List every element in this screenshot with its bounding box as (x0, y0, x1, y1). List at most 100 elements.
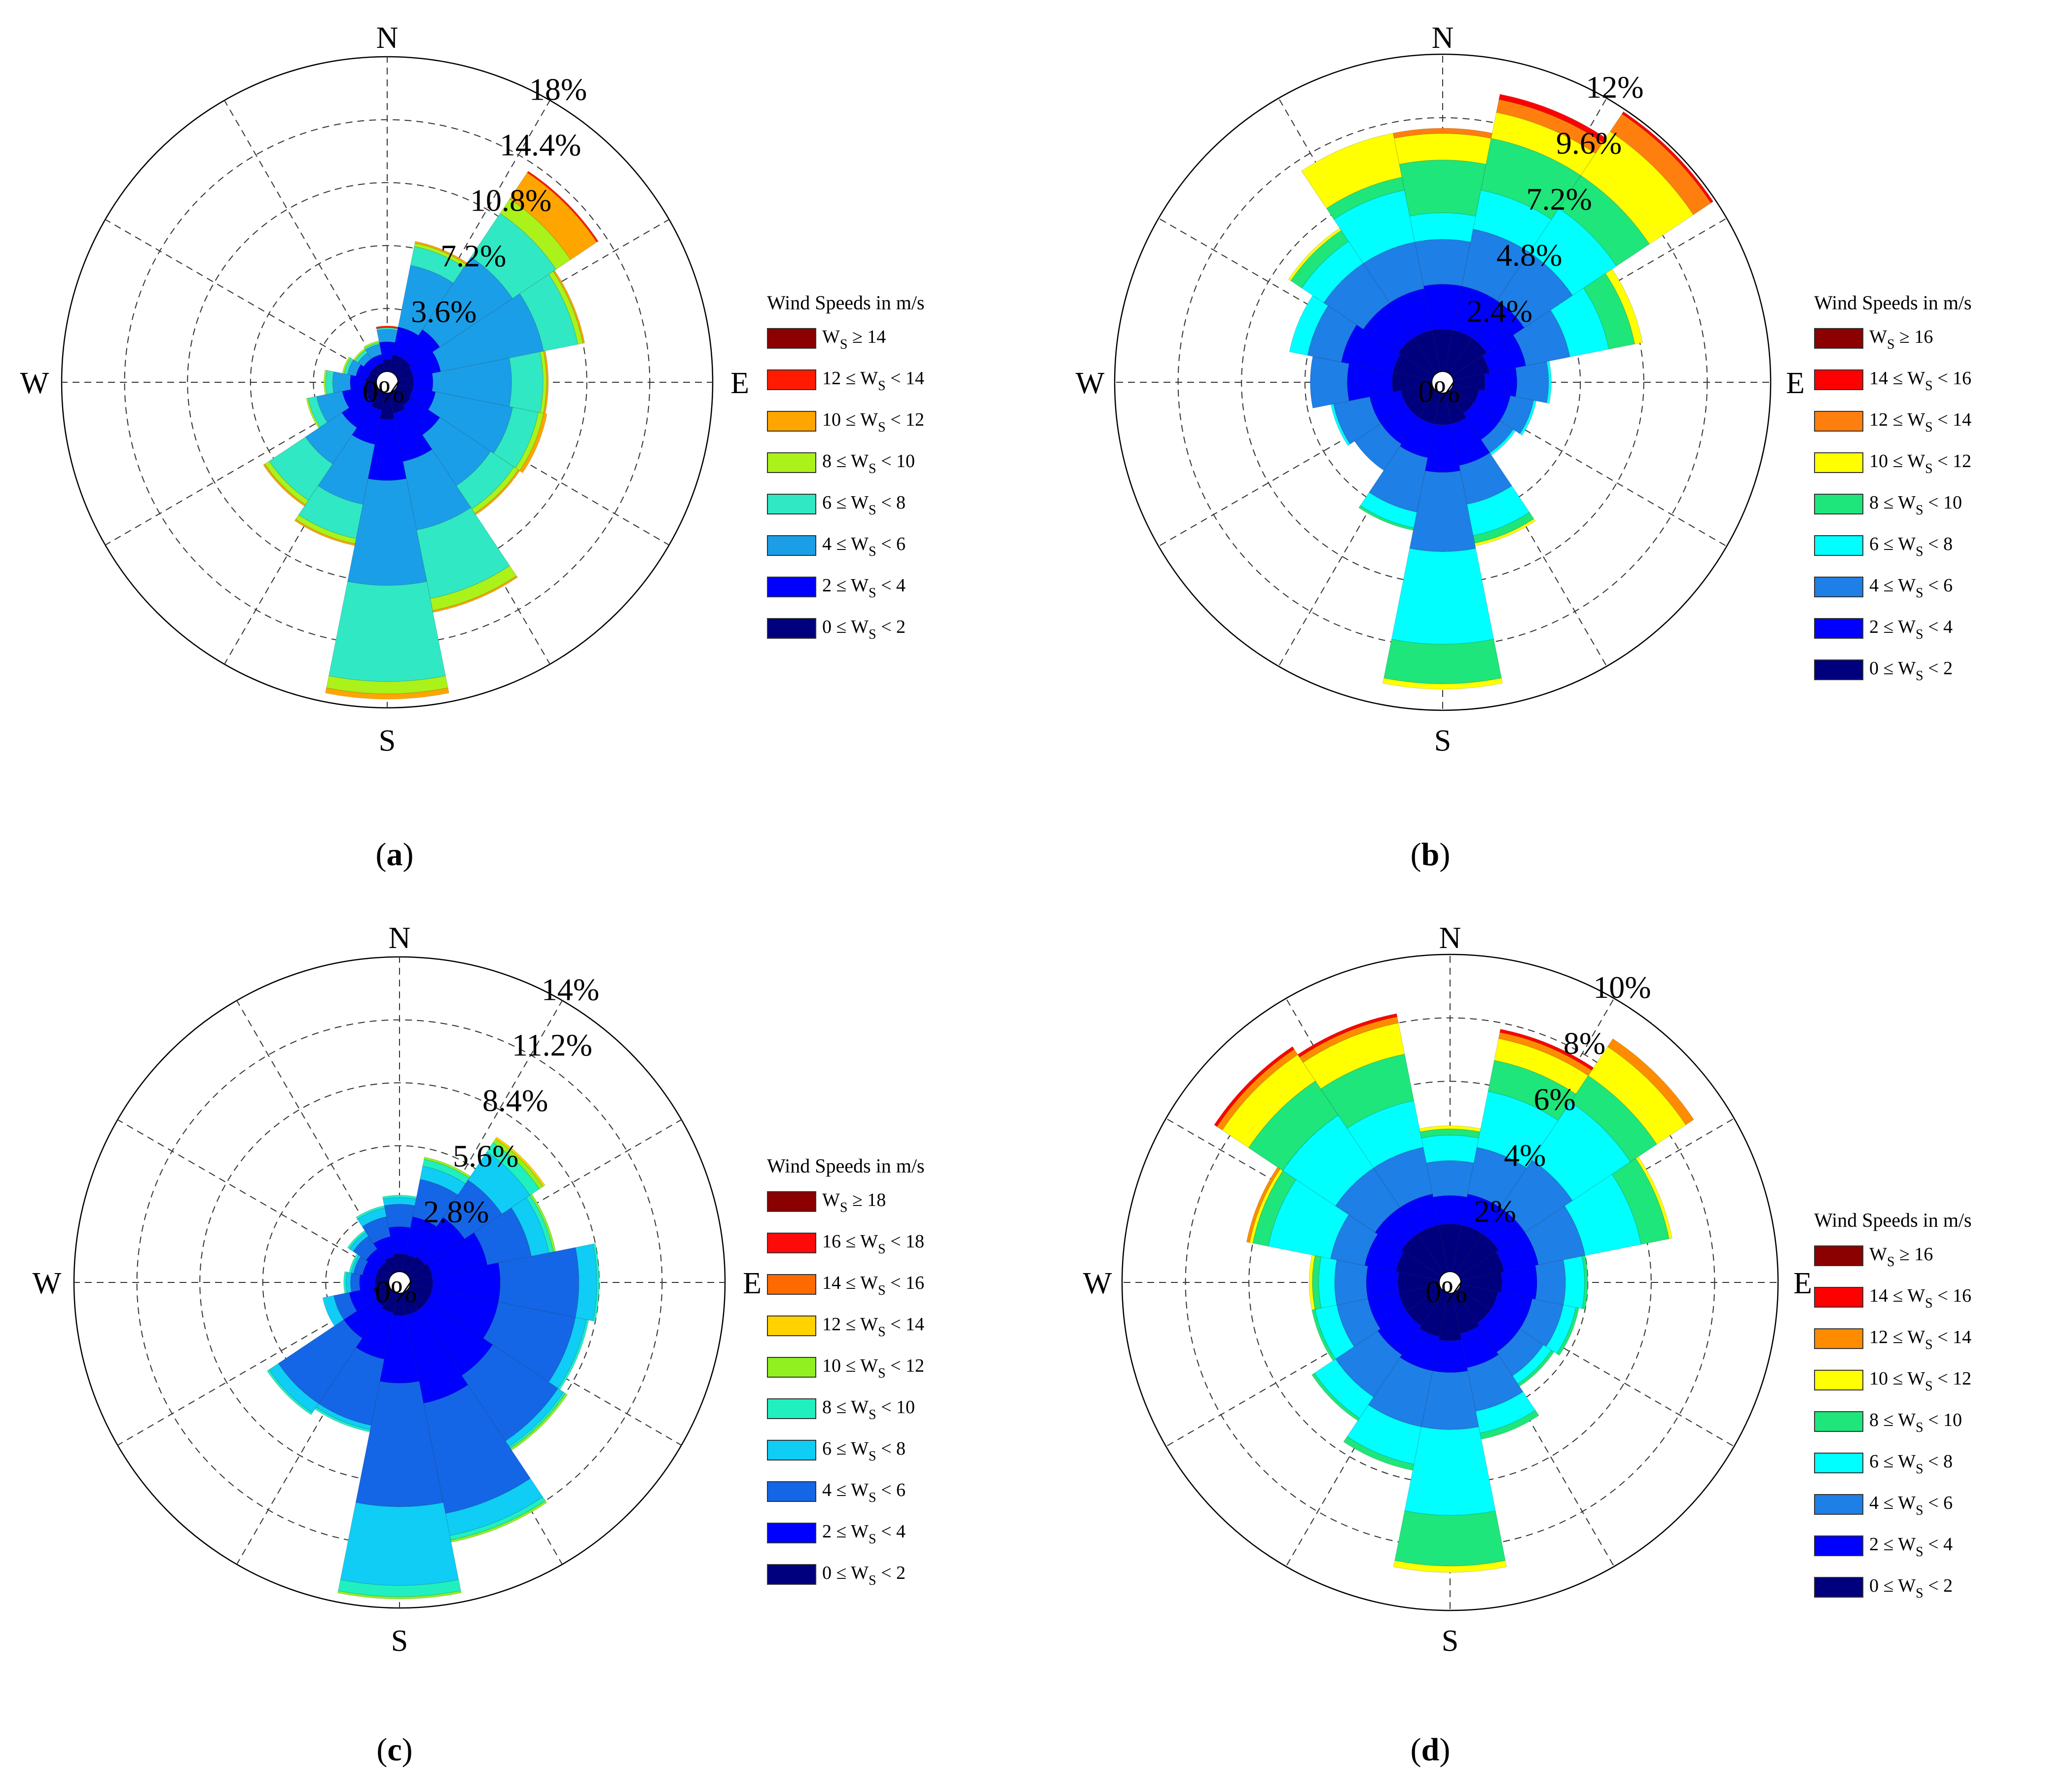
wind-bar-segment (1222, 1054, 1316, 1148)
panel-label-a: (a) (375, 837, 414, 873)
wind-bars (1214, 1013, 1694, 1573)
wind-bar-segment (364, 342, 380, 351)
wind-bar-segment (1635, 1156, 1673, 1240)
legend-label: 2 ≤ WS < 4 (822, 575, 906, 601)
wind-bar-segment (1334, 1259, 1368, 1306)
wind-bar-segment (1354, 423, 1402, 471)
wind-bar-segment (519, 413, 547, 474)
wind-bar-segment (298, 485, 364, 539)
legend-item: 14 ≤ WS < 16 (1814, 366, 1972, 408)
legend-label: 10 ≤ WS < 12 (1869, 1368, 1972, 1394)
wind-bar-segment (379, 341, 396, 360)
wind-bar-segment (1496, 252, 1573, 329)
grid-spoke (1450, 1118, 1735, 1283)
grid-spoke (105, 219, 388, 383)
wind-bar-segment (322, 1295, 344, 1326)
wind-bar-segment (307, 396, 328, 428)
legend-item: 8 ≤ WS < 10 (767, 449, 925, 491)
legend-b: Wind Speeds in m/s WS ≥ 16 14 ≤ WS < 16 12… (1814, 291, 1972, 698)
wind-bar-segment (362, 1216, 391, 1244)
wind-bar-segment (367, 418, 407, 481)
legend-item: 6 ≤ WS < 8 (1814, 532, 1972, 574)
legend-rows: WS ≥ 16 14 ≤ WS < 16 12 ≤ WS < 14 10 ≤ WS <… (1814, 1242, 1972, 1615)
legend-swatch (767, 1481, 816, 1502)
wind-bar-segment (1466, 485, 1530, 536)
wind-bar-segment (356, 1205, 385, 1220)
legend-c: Wind Speeds in m/s WS ≥ 18 16 ≤ WS < 18 14… (767, 1154, 925, 1603)
legend-item: 10 ≤ WS < 12 (1814, 1367, 1972, 1408)
wind-bar-segment (1330, 1214, 1379, 1266)
panel-a: 0% 3.6% 7.2% 10.8% 14.4% 18% N E S W Wind Speeds … (0, 0, 1036, 888)
wind-bar-segment (1414, 239, 1471, 287)
wind-bar-segment (432, 1262, 501, 1303)
wind-bar-segment (500, 198, 571, 270)
radial-tick-label: 10.8% (470, 183, 551, 218)
panel-label-b: (b) (1410, 837, 1451, 873)
legend-swatch (767, 494, 816, 514)
wind-bar-segment (328, 581, 446, 682)
legend-item: 8 ≤ WS < 10 (1814, 491, 1972, 532)
wind-bar-segment (379, 1314, 420, 1384)
radial-tick-label: 6% (1533, 1082, 1575, 1117)
wind-rose-c: 0% 2.8% 5.6% 8.4% 11.2% 14% N E S W (33, 921, 762, 1658)
legend-swatch (1814, 1494, 1863, 1515)
legend-label: 12 ≤ WS < 14 (822, 368, 925, 394)
legend-label: 0 ≤ WS < 2 (1869, 658, 1953, 684)
legend-swatch (1814, 1411, 1863, 1432)
wind-bar-segment (1309, 1254, 1315, 1311)
legend-item: WS ≥ 16 (1814, 1242, 1972, 1284)
wind-bar-segment (1394, 1510, 1506, 1567)
wind-bar-segment (1419, 1129, 1481, 1138)
wind-bar-segment (359, 1274, 376, 1291)
wind-bar-segment (324, 369, 327, 395)
legend-item: 2 ≤ WS < 4 (767, 1520, 925, 1561)
wind-bar-segment (264, 461, 309, 505)
legend-label: WS ≥ 14 (822, 327, 886, 352)
wind-bar-segment (1558, 175, 1650, 267)
direction-label-s: S (1434, 724, 1451, 758)
legend-label: 6 ≤ WS < 8 (1869, 1451, 1953, 1477)
legend-item: 10 ≤ WS < 12 (767, 1354, 925, 1395)
wind-bar-segment (1360, 492, 1418, 528)
wind-bar-segment (263, 464, 306, 507)
wind-bar-segment (1461, 1194, 1501, 1235)
radial-tick-label: 0% (1425, 1274, 1467, 1309)
wind-bars (1288, 94, 1714, 690)
legend-d: Wind Speeds in m/s WS ≥ 16 14 ≤ WS < 16 12… (1814, 1208, 1972, 1615)
legend-swatch (767, 328, 816, 349)
wind-bar-segment (1564, 1173, 1641, 1256)
wind-bar-segment (345, 1272, 352, 1293)
center-hole (376, 371, 399, 394)
wind-bar-segment (1310, 356, 1349, 408)
direction-label-n: N (376, 21, 399, 55)
wind-bar-segment (1299, 1016, 1399, 1063)
legend-label: 0 ≤ WS < 2 (822, 1563, 906, 1588)
wind-bar-segment (1393, 1560, 1507, 1573)
wind-bar-segment (529, 1193, 556, 1252)
direction-label-s: S (1442, 1624, 1458, 1658)
wind-bar-segment (294, 518, 356, 546)
legend-item: WS ≥ 16 (1814, 325, 1972, 366)
wind-bar-segment (1556, 1307, 1579, 1356)
wind-bar-segment (362, 1261, 380, 1278)
legend-label: 8 ≤ WS < 10 (1869, 1410, 1963, 1435)
wind-bar-segment (353, 348, 366, 361)
wind-bar-segment (1343, 1436, 1415, 1471)
wind-bar-segment (343, 1271, 348, 1294)
panel-label-c: (c) (376, 1732, 413, 1768)
direction-label-w: W (1076, 366, 1105, 400)
legend-swatch (767, 1233, 816, 1253)
wind-bar-segment (1312, 1255, 1322, 1310)
legend-label: 14 ≤ WS < 16 (822, 1273, 925, 1298)
legend-item: WS ≥ 14 (767, 325, 925, 366)
legend-a: Wind Speeds in m/s WS ≥ 14 12 ≤ WS < 14 10… (767, 291, 925, 657)
legend-item: 12 ≤ WS < 14 (1814, 408, 1972, 449)
wind-bar-segment (432, 575, 518, 613)
wind-bar-segment (349, 1253, 359, 1274)
direction-label-e: E (1793, 1267, 1812, 1300)
legend-item: 12 ≤ WS < 14 (767, 1313, 925, 1354)
legend-item: 2 ≤ WS < 4 (767, 574, 925, 615)
legend-label: 8 ≤ WS < 10 (1869, 492, 1963, 518)
wind-bar-segment (337, 1590, 462, 1600)
